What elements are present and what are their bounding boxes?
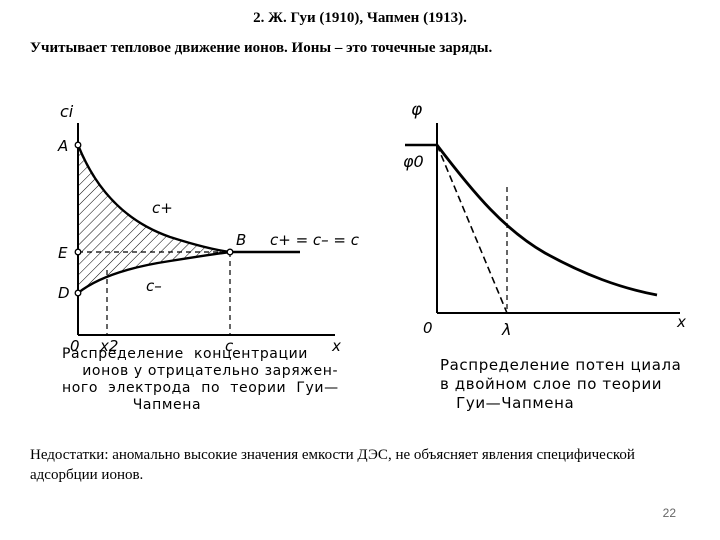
- caption-line: Распределение концентрации: [62, 346, 309, 362]
- bulk-label: c+ = c– = c: [270, 231, 360, 249]
- point-d-label: D: [58, 284, 70, 302]
- hatched-region: [78, 145, 230, 293]
- x-axis-label: x: [331, 337, 341, 355]
- c-tick-label: c: [225, 337, 234, 355]
- slide-subtitle: Учитывает тепловое движение ионов. Ионы …: [30, 40, 493, 56]
- point-b-marker: [226, 248, 234, 256]
- origin-label: 0: [423, 319, 433, 337]
- tangent-dashed-line: [436, 144, 508, 314]
- caption-line: Гуи—Чапмена: [440, 394, 575, 412]
- caption-line: в двойном слое по теории: [440, 375, 663, 393]
- x2-tick-label: x2: [99, 337, 118, 355]
- slide-title: 2. Ж. Гуи (1910), Чапмен (1913).: [253, 10, 467, 26]
- point-b-label: B: [236, 231, 246, 249]
- right-figure-caption: Распределение потен циала в двойном слое …: [440, 356, 681, 413]
- c-plus-label: c+: [152, 199, 173, 217]
- caption-line: Распределение потен циала: [440, 356, 682, 374]
- lambda-label: λ: [501, 320, 511, 339]
- y-axis-label: φ: [411, 100, 423, 120]
- c-minus-label: c–: [146, 277, 162, 295]
- potential-diagram: φ φ0 0 λ x: [403, 100, 686, 339]
- origin-label: 0: [70, 337, 80, 355]
- concentration-diagram: ci A E D B c+ c– c+ = c– = c 0 x2 c x: [57, 102, 360, 355]
- point-a-label: A: [57, 137, 68, 155]
- drawbacks-note: Недостатки: аномально высокие значения е…: [30, 447, 635, 483]
- point-e-label: E: [58, 244, 68, 262]
- y-axis-label: ci: [60, 102, 74, 121]
- caption-line: ионов у отрицательно заряжен-: [62, 363, 339, 379]
- c-minus-curve: [77, 250, 231, 294]
- point-d-marker: [74, 289, 82, 297]
- phi0-label: φ0: [403, 152, 424, 171]
- caption-line: Чапмена: [62, 397, 202, 413]
- left-figure-caption: Распределение концентрации ионов у отриц…: [62, 346, 339, 414]
- page-number: 22: [662, 506, 676, 520]
- x-axis-label: x: [676, 313, 686, 331]
- caption-line: ного электрода по теории Гуи—: [62, 380, 339, 396]
- point-a-marker: [74, 141, 82, 149]
- potential-curve: [435, 144, 658, 297]
- c-plus-curve: [76, 144, 231, 254]
- point-e-marker: [74, 248, 82, 256]
